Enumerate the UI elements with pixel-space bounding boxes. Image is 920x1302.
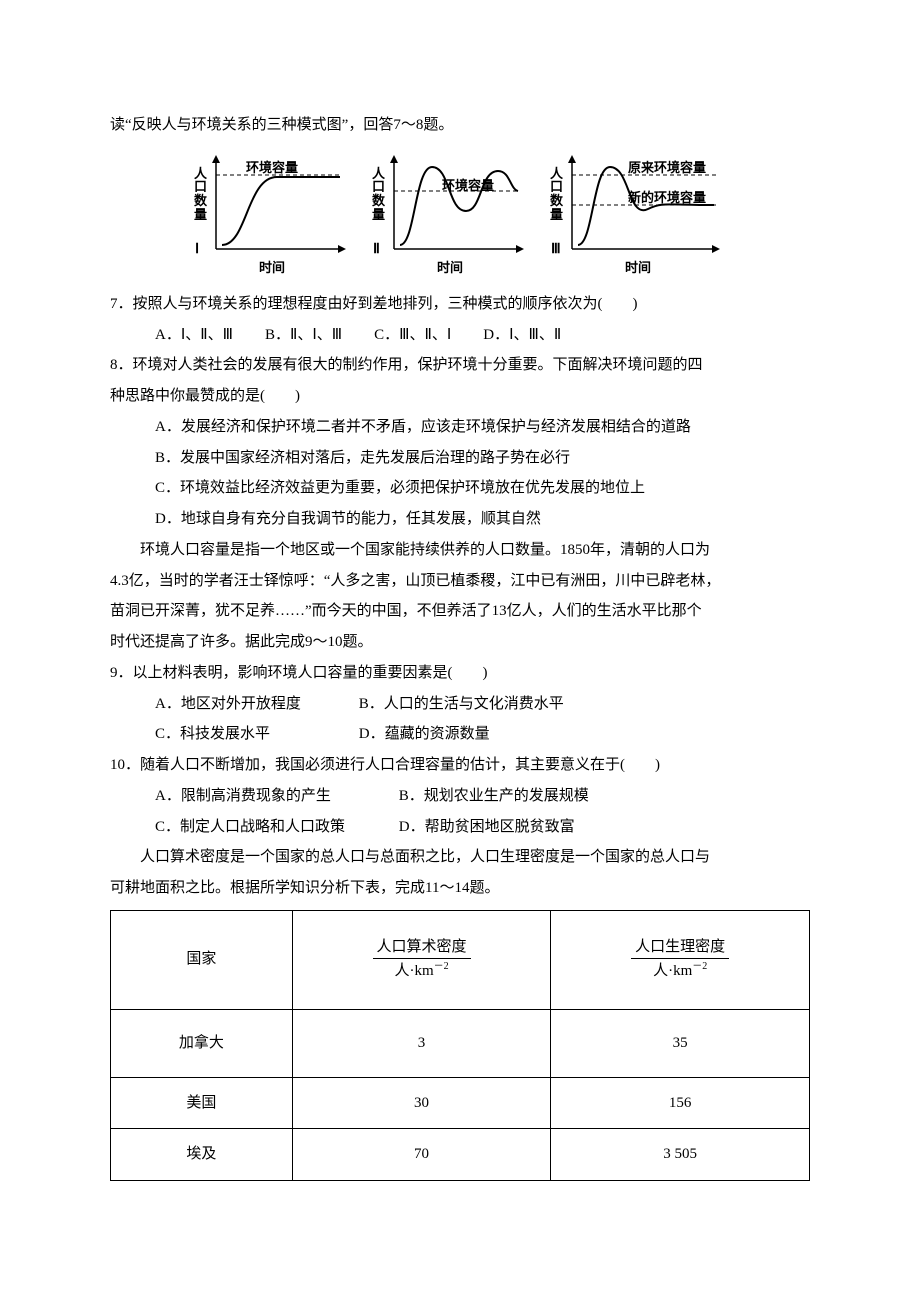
caption-env-capacity-2: 环境容量 (442, 173, 494, 200)
col1-num: 人口算术密度 (373, 939, 471, 959)
q7-option-b: B．Ⅱ、Ⅰ、Ⅲ (265, 320, 342, 351)
caption-env-capacity-1: 环境容量 (246, 155, 298, 182)
q10-option-c: C．制定人口战略和人口政策 (155, 812, 395, 843)
q10-options-row1: A．限制高消费现象的产生 B．规划农业生产的发展规模 (110, 781, 810, 812)
cell-country: 美国 (111, 1077, 293, 1129)
caption-new-capacity: 新的环境容量 (628, 185, 706, 212)
q8-option-b: B．发展中国家经济相对落后，走先发展后治理的路子势在必行 (110, 443, 810, 474)
cell-phys: 156 (551, 1077, 810, 1129)
table-row: 埃及 70 3 505 (111, 1129, 810, 1181)
q9-options-row2: C．科技发展水平 D．蕴藏的资源数量 (110, 719, 810, 750)
x-axis-label-2: 时间 (370, 255, 530, 282)
q7-stem: 7．按照人与环境关系的理想程度由好到差地排列，三种模式的顺序依次为( ) (110, 289, 810, 320)
q8-stem-line1: 8．环境对人类社会的发展有很大的制约作用，保护环境十分重要。下面解决环境问题的四 (110, 350, 810, 381)
cell-arith: 70 (292, 1129, 551, 1181)
caption-original-capacity: 原来环境容量 (628, 155, 706, 182)
intro-7-8: 读“反映人与环境关系的三种模式图”，回答7～8题。 (110, 110, 810, 141)
q7-option-d: D．Ⅰ、Ⅲ、Ⅱ (483, 320, 561, 351)
table-row: 加拿大 3 35 (111, 1009, 810, 1077)
cell-arith: 3 (292, 1009, 551, 1077)
chart-panel-1: 人口数量 Ⅰ 环境容量 时间 (192, 149, 352, 279)
passage-line3: 苗洞已开深菁，犹不足养……”而今天的中国，不但养活了13亿人，人们的生活水平比那… (110, 596, 810, 627)
q8-stem-line2: 种思路中你最赞成的是( ) (110, 381, 810, 412)
q8-option-a: A．发展经济和保护环境二者并不矛盾，应该走环境保护与经济发展相结合的道路 (110, 412, 810, 443)
q9-options-row1: A．地区对外开放程度 B．人口的生活与文化消费水平 (110, 689, 810, 720)
col1-den: 人·km－2 (373, 959, 471, 980)
q9-stem: 9．以上材料表明，影响环境人口容量的重要因素是( ) (110, 658, 810, 689)
q8-option-d: D．地球自身有充分自我调节的能力，任其发展，顺其自然 (110, 504, 810, 535)
q9-option-c: C．科技发展水平 (155, 719, 355, 750)
passage-line1: 环境人口容量是指一个地区或一个国家能持续供养的人口数量。1850年，清朝的人口为 (110, 535, 810, 566)
col-country: 国家 (111, 910, 293, 1009)
q10-option-a: A．限制高消费现象的产生 (155, 781, 395, 812)
q7-options: A．Ⅰ、Ⅱ、Ⅲ B．Ⅱ、Ⅰ、Ⅲ C．Ⅲ、Ⅱ、Ⅰ D．Ⅰ、Ⅲ、Ⅱ (110, 320, 810, 351)
q10-stem: 10．随着人口不断增加，我国必须进行人口合理容量的估计，其主要意义在于( ) (110, 750, 810, 781)
q10-option-d: D．帮助贫困地区脱贫致富 (399, 819, 575, 835)
page: 读“反映人与环境关系的三种模式图”，回答7～8题。 人口数量 Ⅰ 环境容量 时间 (0, 0, 920, 1302)
cell-country: 埃及 (111, 1129, 293, 1181)
table-header-row: 国家 人口算术密度 人·km－2 人口生理密度 人·km－2 (111, 910, 810, 1009)
cell-country: 加拿大 (111, 1009, 293, 1077)
passage-line2: 4.3亿，当时的学者汪士铎惊呼：“人多之害，山顶已植黍稷，江中已有洲田，川中已辟… (110, 566, 810, 597)
passage-line4: 时代还提高了许多。据此完成9～10题。 (110, 627, 810, 658)
chart-panel-3: 人口数量 Ⅲ 原来环境容量 新的环境容量 时间 (548, 149, 728, 279)
cell-phys: 35 (551, 1009, 810, 1077)
q7-option-a: A．Ⅰ、Ⅱ、Ⅲ (155, 320, 233, 351)
chart-panel-2: 人口数量 Ⅱ 环境容量 时间 (370, 149, 530, 279)
y-axis-label: 人口数量 (194, 167, 208, 222)
cell-phys: 3 505 (551, 1129, 810, 1181)
x-axis-label-1: 时间 (192, 255, 352, 282)
passage2-line1: 人口算术密度是一个国家的总人口与总面积之比，人口生理密度是一个国家的总人口与 (110, 842, 810, 873)
q9-option-a: A．地区对外开放程度 (155, 689, 355, 720)
y-axis-label-2: 人口数量 (372, 167, 386, 222)
q8-option-c: C．环境效益比经济效益更为重要，必须把保护环境放在优先发展的地位上 (110, 473, 810, 504)
passage2-line2: 可耕地面积之比。根据所学知识分析下表，完成11～14题。 (110, 873, 810, 904)
q9-option-d: D．蕴藏的资源数量 (359, 726, 490, 742)
col-phys-density: 人口生理密度 人·km－2 (551, 910, 810, 1009)
cell-arith: 30 (292, 1077, 551, 1129)
q10-options-row2: C．制定人口战略和人口政策 D．帮助贫困地区脱贫致富 (110, 812, 810, 843)
col-arith-density: 人口算术密度 人·km－2 (292, 910, 551, 1009)
x-axis-label-3: 时间 (548, 255, 728, 282)
q10-option-b: B．规划农业生产的发展规模 (399, 788, 589, 804)
table-row: 美国 30 156 (111, 1077, 810, 1129)
chart-row: 人口数量 Ⅰ 环境容量 时间 人口数量 Ⅱ 环境容量 (110, 149, 810, 279)
chart-svg-2 (370, 149, 530, 265)
col2-den: 人·km－2 (631, 959, 729, 980)
col2-num: 人口生理密度 (631, 939, 729, 959)
y-axis-label-3: 人口数量 (550, 167, 564, 222)
density-table: 国家 人口算术密度 人·km－2 人口生理密度 人·km－2 加拿大 3 35 … (110, 910, 810, 1181)
q9-option-b: B．人口的生活与文化消费水平 (359, 696, 564, 712)
q7-option-c: C．Ⅲ、Ⅱ、Ⅰ (374, 320, 451, 351)
